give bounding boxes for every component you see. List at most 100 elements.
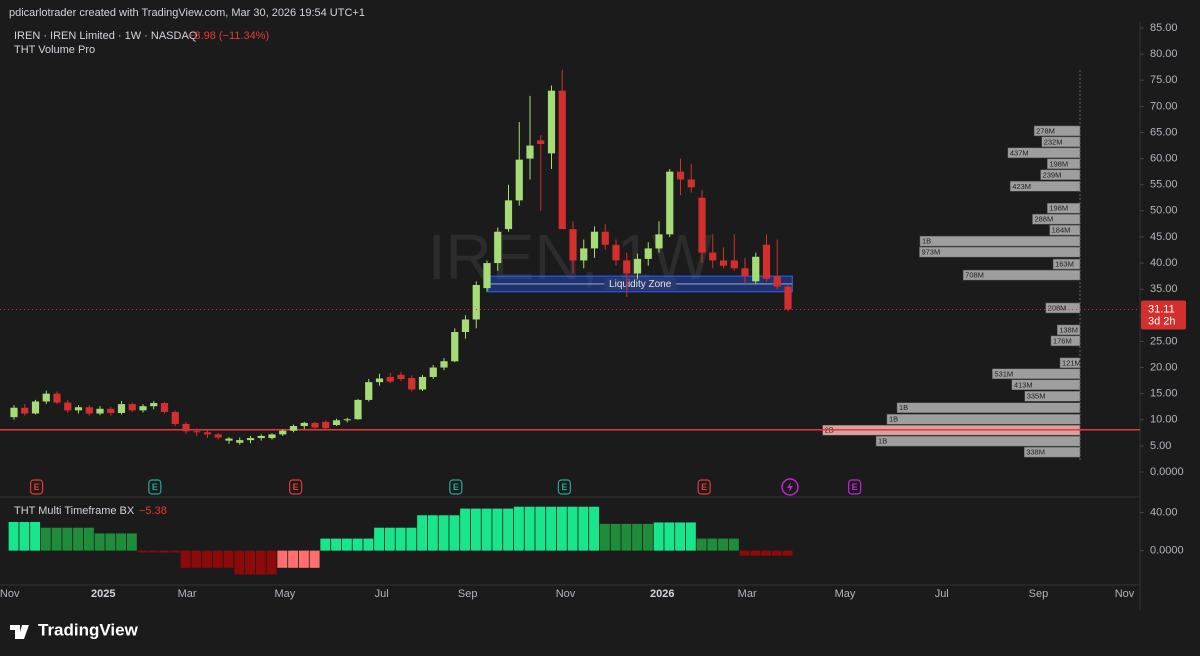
volume-profile-label: 437M <box>1010 148 1029 157</box>
osc-bar <box>180 550 191 568</box>
candle-body <box>117 404 126 413</box>
y-tick-label: 65.00 <box>1150 126 1178 138</box>
candle-body <box>547 90 556 154</box>
candle-body <box>687 179 695 188</box>
x-tick-label: Jul <box>375 588 389 600</box>
osc-bar <box>73 527 84 551</box>
volume-profile-label: 413M <box>1014 380 1033 389</box>
osc-bar <box>664 522 675 551</box>
event-label: E <box>453 482 459 492</box>
candle-body <box>504 200 513 230</box>
y-tick-label: 40.00 <box>1150 257 1178 269</box>
osc-bar <box>578 506 589 551</box>
osc-bar <box>352 538 363 551</box>
candle-body <box>709 252 717 261</box>
x-tick-label: 2026 <box>650 588 674 600</box>
osc-bar <box>40 527 51 551</box>
volume-profile-label: 423M <box>1012 182 1031 191</box>
candle-body <box>666 171 674 235</box>
osc-bar <box>191 550 202 568</box>
osc-bar <box>341 538 352 551</box>
osc-bar <box>255 550 266 575</box>
osc-y-tick-label: 0.0000 <box>1150 545 1184 557</box>
osc-bar <box>245 550 256 575</box>
volume-profile-label: 208M <box>1048 303 1067 312</box>
volume-profile-label: 1B <box>878 437 887 446</box>
volume-profile-bar <box>919 235 1081 247</box>
osc-bar <box>223 550 234 568</box>
candle-body <box>612 244 620 261</box>
volume-profile-label: 176M <box>1053 336 1072 345</box>
osc-bar <box>460 508 471 551</box>
y-tick-label: 35.00 <box>1150 283 1178 295</box>
osc-bar <box>105 533 116 551</box>
osc-bar <box>234 550 245 575</box>
volume-profile-bar <box>1047 202 1081 214</box>
candle-body <box>526 145 534 159</box>
osc-bar <box>771 550 782 556</box>
candle-body <box>537 140 545 144</box>
osc-bar <box>750 550 761 556</box>
candle-body <box>53 393 61 403</box>
volume-profile-bar <box>1011 379 1081 391</box>
osc-bar <box>599 523 610 551</box>
volume-profile-bar <box>1023 446 1081 458</box>
event-marker <box>557 479 572 495</box>
osc-bar <box>277 550 288 568</box>
dividend-icon <box>781 478 799 496</box>
osc-bar <box>288 550 299 568</box>
volume-profile-bar <box>1052 258 1081 270</box>
candle-body <box>762 244 771 279</box>
candle-body <box>257 435 265 439</box>
candle-body <box>429 367 437 377</box>
event-marker <box>289 479 303 495</box>
volume-profile-label: 278M <box>1036 126 1055 135</box>
y-tick-label: 55.00 <box>1150 179 1178 191</box>
candle-body <box>31 401 40 414</box>
candle-body <box>386 376 394 382</box>
candle-body <box>569 229 577 261</box>
candle-body <box>633 258 642 274</box>
osc-bar <box>761 550 772 556</box>
candle-body <box>246 438 255 441</box>
volume-profile-label: 198M <box>1049 159 1068 168</box>
candle-body <box>483 263 491 289</box>
osc-bar <box>406 527 417 551</box>
x-tick-label: Nov <box>556 588 576 600</box>
osc-bar <box>492 508 503 551</box>
y-tick-label: 15.00 <box>1150 388 1178 400</box>
candle-body <box>225 438 233 441</box>
x-tick-label: Mar <box>738 588 757 600</box>
candle-body <box>375 378 384 383</box>
osc-bar <box>739 550 750 556</box>
x-tick-label: Jul <box>935 588 949 600</box>
osc-bar <box>94 533 105 551</box>
candle-body <box>128 404 136 411</box>
candle-body <box>354 399 362 420</box>
candle-body <box>21 407 29 414</box>
y-tick-label: 80.00 <box>1150 48 1178 60</box>
candle-body <box>96 408 104 414</box>
event-marker <box>697 479 711 495</box>
volume-profile-bar <box>1024 391 1081 402</box>
candle-body <box>289 426 298 431</box>
volume-profile-label: 531M <box>994 369 1013 378</box>
osc-bar <box>503 508 514 551</box>
candle-body <box>655 234 663 249</box>
candle-body <box>676 171 685 180</box>
candle-body <box>472 284 480 320</box>
candle-body <box>365 382 373 400</box>
volume-profile-label: 184M <box>1052 226 1071 235</box>
volume-profile-label: 198M <box>1049 204 1068 213</box>
y-tick-label: 0.0000 <box>1150 466 1184 478</box>
volume-profile-bar <box>1007 147 1081 159</box>
last-price-box <box>1141 300 1186 330</box>
candle-body <box>107 408 115 413</box>
osc-bar <box>438 515 449 551</box>
candle-body <box>698 197 706 253</box>
x-tick-label: Sep <box>1029 588 1049 600</box>
volume-profile-bar <box>992 368 1081 380</box>
event-label: E <box>152 482 158 492</box>
osc-bar <box>62 527 73 551</box>
